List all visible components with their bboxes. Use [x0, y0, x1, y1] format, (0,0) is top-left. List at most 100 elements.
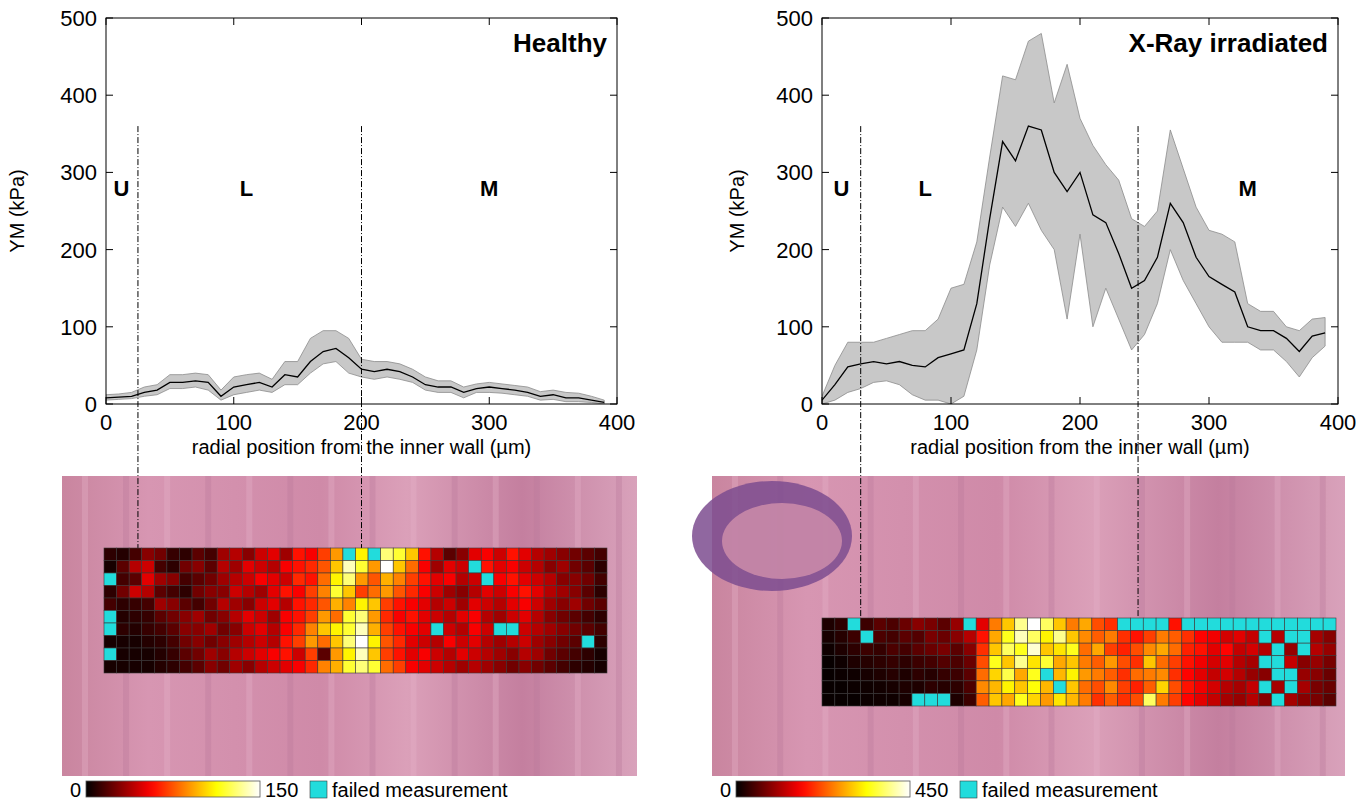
heatmap-cell [569, 598, 582, 611]
heatmap-cell [129, 573, 142, 586]
heatmap-cell [280, 598, 293, 611]
heatmap-cell [976, 618, 989, 631]
heatmap-cell [305, 573, 318, 586]
heatmap-cell [393, 636, 406, 649]
y-tick [106, 95, 113, 96]
heatmap-cell [1079, 656, 1092, 669]
heatmap-cell [1182, 656, 1195, 669]
heatmap-cell [1169, 693, 1182, 706]
x-tick [822, 18, 823, 25]
heatmap-cell [255, 561, 268, 574]
x-tick [106, 397, 107, 404]
heatmap-cell [963, 656, 976, 669]
y-tick [106, 172, 113, 173]
heatmap-cell [1233, 643, 1246, 656]
heatmap-cell [293, 573, 306, 586]
heatmap-cell [912, 656, 925, 669]
heatmap-cell [167, 661, 180, 674]
heatmap-cell [569, 548, 582, 561]
heatmap-cell [179, 598, 192, 611]
heatmap-cell [1323, 643, 1336, 656]
heatmap-cell [976, 681, 989, 694]
x-tick-label: 200 [1062, 410, 1099, 435]
chart-title: Healthy [513, 28, 607, 58]
heatmap-cell [1028, 681, 1041, 694]
heatmap-cell [1143, 631, 1156, 644]
heatmap-cell [1066, 668, 1079, 681]
failed-cell [1259, 631, 1272, 644]
heatmap-cell [356, 623, 369, 636]
heatmap-cell [305, 623, 318, 636]
failed-cell [1156, 618, 1169, 631]
heatmap-cell [886, 618, 899, 631]
heatmap-cell [431, 636, 444, 649]
y-tick-label: 100 [60, 315, 97, 340]
heatmap-cell [104, 561, 117, 574]
heatmap-cell [1092, 643, 1105, 656]
y-tick-label: 300 [60, 160, 97, 185]
failed-cell [1259, 681, 1272, 694]
heatmap-cell [1220, 631, 1233, 644]
figure: 01002003004005000100200300400radial posi… [0, 0, 1372, 809]
heatmap-cell [280, 561, 293, 574]
heatmap-cell [381, 611, 394, 624]
y-tick [610, 326, 617, 327]
heatmap-cell [1208, 631, 1221, 644]
heatmap-cell [1118, 631, 1131, 644]
heatmap-cell [848, 681, 861, 694]
heatmap-cell [989, 643, 1002, 656]
heatmap-cell [305, 636, 318, 649]
heatmap-cell [582, 648, 595, 661]
tissue-edge [692, 481, 852, 591]
y-tick [610, 249, 617, 250]
heatmap-cell [1079, 668, 1092, 681]
heatmap-cell [406, 611, 419, 624]
panel-1: 01002003004005000100200300400radial posi… [692, 6, 1356, 801]
heatmap-cell [1105, 693, 1118, 706]
heatmap-cell [381, 636, 394, 649]
heatmap-cell [456, 661, 469, 674]
heatmap-cell [861, 618, 874, 631]
failed-cell [861, 631, 874, 644]
heatmap-cell [381, 598, 394, 611]
heatmap-cell [1092, 618, 1105, 631]
heatmap-cell [142, 661, 155, 674]
heatmap-cell [1002, 668, 1015, 681]
heatmap-cell [381, 623, 394, 636]
heatmap-cell [1105, 618, 1118, 631]
y-tick [1331, 326, 1338, 327]
heatmap-cell [267, 548, 280, 561]
heatmap-cell [1259, 643, 1272, 656]
heatmap-cell [886, 643, 899, 656]
heatmap-cell [293, 586, 306, 599]
heatmap-cell [1143, 693, 1156, 706]
heatmap-cell [1053, 618, 1066, 631]
heatmap-cell [873, 693, 886, 706]
heatmap-cell [305, 586, 318, 599]
failed-swatch [960, 781, 977, 798]
x-axis-title: radial position from the inner wall (µm) [910, 436, 1249, 458]
heatmap-cell [1105, 656, 1118, 669]
heatmap-cell [519, 611, 532, 624]
heatmap-cell [557, 586, 570, 599]
failed-cell [104, 611, 117, 624]
heatmap-cell [848, 668, 861, 681]
heatmap-cell [886, 631, 899, 644]
heatmap-cell [293, 561, 306, 574]
x-tick [489, 18, 490, 25]
heatmap-cell [822, 681, 835, 694]
colorbar-label: 0 [70, 779, 81, 801]
heatmap-cell [848, 693, 861, 706]
x-tick-label: 300 [1191, 410, 1228, 435]
heatmap-cell [418, 636, 431, 649]
heatmap-cell [1092, 681, 1105, 694]
heatmap-cell [963, 668, 976, 681]
heatmap-cell [1182, 643, 1195, 656]
heatmap-cell [951, 693, 964, 706]
y-tick [822, 172, 829, 173]
heatmap-cell [938, 631, 951, 644]
x-tick [951, 18, 952, 25]
heatmap-cell [873, 618, 886, 631]
heatmap-cell [1310, 643, 1323, 656]
y-tick-label: 200 [60, 238, 97, 263]
